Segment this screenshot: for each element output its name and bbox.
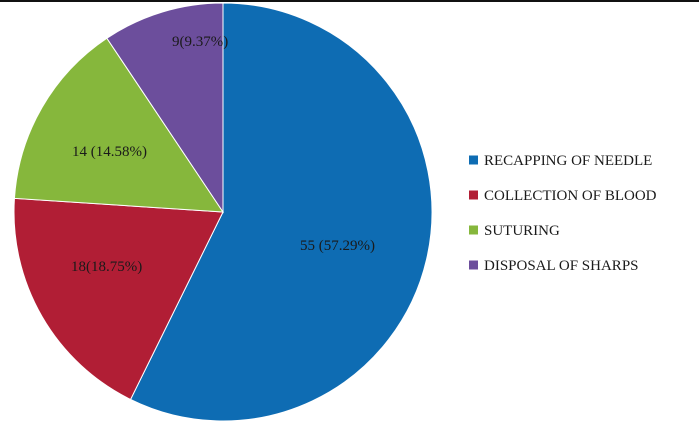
legend-label: COLLECTION OF BLOOD	[484, 188, 657, 204]
legend-swatch	[469, 155, 478, 165]
data-label-collection-of-blood: 18(18.75%)	[71, 259, 142, 275]
data-label-disposal-of-sharps: 9(9.37%)	[172, 34, 228, 50]
legend-label: DISPOSAL OF SHARPS	[484, 258, 639, 274]
legend-label: SUTURING	[484, 223, 560, 239]
legend-label: RECAPPING OF NEEDLE	[484, 153, 652, 169]
legend-item-disposal-of-sharps: DISPOSAL OF SHARPS	[469, 258, 639, 274]
legend-swatch	[469, 225, 478, 235]
legend-item-recapping-of-needle: RECAPPING OF NEEDLE	[469, 153, 652, 169]
pie-slices	[13, 2, 433, 422]
pie-slice-disposal-of-sharps	[106, 2, 224, 214]
legend-item-suturing: SUTURING	[469, 223, 560, 239]
data-label-recapping-of-needle: 55 (57.29%)	[300, 238, 375, 254]
top-border-line	[0, 0, 699, 2]
data-label-suturing: 14 (14.58%)	[72, 144, 147, 160]
legend-swatch	[469, 260, 478, 270]
legend: RECAPPING OF NEEDLE COLLECTION OF BLOOD SU…	[469, 153, 657, 274]
legend-item-collection-of-blood: COLLECTION OF BLOOD	[469, 188, 657, 204]
pie-slice-collection-of-blood	[13, 197, 224, 401]
pie-slice-suturing	[13, 37, 224, 213]
legend-swatch	[469, 190, 478, 200]
data-labels: 55 (57.29%) 18(18.75%) 14 (14.58%) 9(9.37%)	[71, 34, 375, 275]
